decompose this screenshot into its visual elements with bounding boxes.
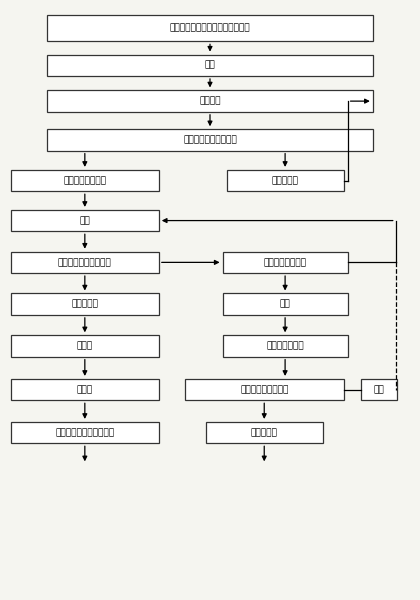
Text: 除硫: 除硫 [280, 299, 291, 308]
Bar [11, 379, 159, 400]
Text: 球磨: 球磨 [205, 61, 215, 70]
Text: 回收载钼液: 回收载钼液 [272, 176, 299, 185]
Text: 纯仲钨酸铵: 纯仲钨酸铵 [251, 428, 278, 437]
Text: 解吸钼: 解吸钼 [77, 385, 93, 394]
Bar [11, 422, 159, 443]
Text: 三柱串联离子交换除钼: 三柱串联离子交换除钼 [58, 258, 112, 267]
Bar [223, 251, 348, 273]
Bar [223, 293, 348, 315]
Text: 钨酸钠结晶水母液: 钨酸钠结晶水母液 [63, 176, 106, 185]
Bar [11, 210, 159, 232]
Bar [11, 335, 159, 357]
Text: 除钼后钨酸钠溶液: 除钼后钨酸钠溶液 [264, 258, 307, 267]
Text: 洋液: 洋液 [374, 385, 384, 394]
Bar [11, 170, 159, 191]
Bar [223, 335, 348, 357]
Bar [47, 55, 373, 76]
Bar [47, 91, 373, 112]
Bar [47, 15, 373, 41]
Text: 离子交换除余质: 离子交换除余质 [266, 341, 304, 350]
Text: 蒸发结晶钨酸钠浸出液: 蒸发结晶钨酸钠浸出液 [183, 136, 237, 145]
Text: 纯钨酸铵蒸发结晶品: 纯钨酸铵蒸发结晶品 [240, 385, 289, 394]
Bar [11, 251, 159, 273]
Bar [361, 379, 397, 400]
Bar [11, 293, 159, 315]
Text: 解吸钼: 解吸钼 [77, 341, 93, 350]
Bar [227, 170, 344, 191]
Text: 硫化: 硫化 [79, 216, 90, 225]
Bar [47, 129, 373, 151]
Text: 高钼的黑白钨混合矿（或钨细泥）: 高钼的黑白钨混合矿（或钨细泥） [170, 24, 250, 33]
Text: 碱煮分解: 碱煮分解 [199, 97, 221, 106]
Text: 吸钼树脂柱: 吸钼树脂柱 [71, 299, 98, 308]
Bar [206, 422, 323, 443]
Text: 再生的树脂柱转入下循环: 再生的树脂柱转入下循环 [55, 428, 114, 437]
Bar [185, 379, 344, 400]
